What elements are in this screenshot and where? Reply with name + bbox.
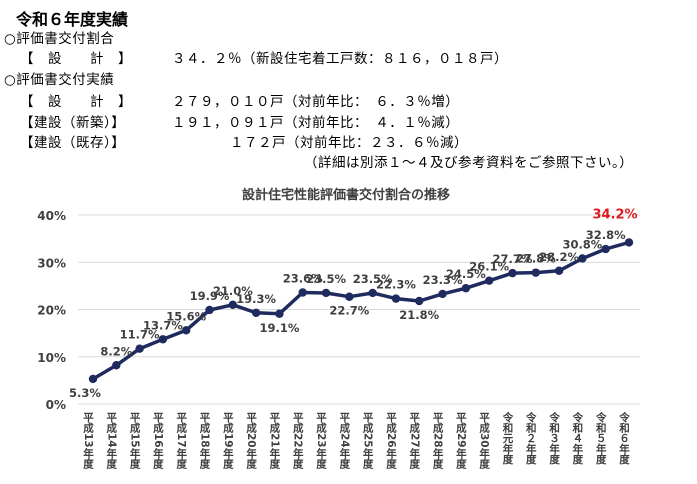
- rate-value: ３４．２％（新設住宅着工戸数：８１６，０１８戸）: [172, 51, 508, 67]
- data-label: 19.9%: [190, 289, 230, 303]
- data-point: [578, 254, 587, 263]
- data-label: 24.5%: [446, 267, 486, 281]
- x-tick-label: 平成13年度: [82, 412, 94, 469]
- data-point: [158, 335, 168, 344]
- data-label: 22.3%: [376, 278, 416, 292]
- x-tick-label: 平成28年度: [432, 412, 444, 469]
- data-point: [345, 292, 354, 301]
- x-tick-label: 平成22年度: [292, 412, 304, 469]
- result-label-design: 【 設 計 】: [20, 94, 132, 110]
- x-tick-label: 平成14年度: [105, 412, 117, 469]
- data-point: [484, 276, 494, 285]
- data-label: 32.8%: [586, 228, 626, 242]
- data-point: [438, 289, 447, 299]
- data-point: [461, 284, 471, 293]
- data-point: [321, 288, 331, 298]
- result-label-existing: 【建設（既存）】: [20, 135, 126, 151]
- data-label: 22.7%: [329, 304, 369, 318]
- data-point: [251, 308, 261, 318]
- data-label: 23.5%: [353, 272, 393, 286]
- data-label: 13.7%: [143, 318, 183, 332]
- x-tick-label: 平成24年度: [338, 412, 350, 469]
- details-note: （詳細は別添１～４及び参考資料をご参照下さい。）: [304, 155, 634, 171]
- data-label: 8.2%: [100, 344, 132, 358]
- data-point: [275, 309, 284, 318]
- chart-title: 設計住宅性能評価書交付割合の推移: [242, 187, 450, 203]
- x-tick-label: 平成21年度: [268, 412, 280, 469]
- data-point: [205, 305, 214, 315]
- data-point: [554, 266, 564, 275]
- x-tick-label: 平成25年度: [362, 412, 374, 469]
- x-tick-label: 平成30年度: [478, 412, 490, 469]
- x-tick-label: 平成16年度: [152, 412, 164, 469]
- x-tick-label: 令和３年度: [548, 411, 560, 465]
- y-tick-label: 0%: [46, 398, 66, 412]
- x-tick-label: 平成17年度: [175, 412, 187, 469]
- x-tick-label: 令和４年度: [571, 411, 583, 465]
- data-point: [531, 268, 540, 277]
- data-point: [508, 268, 517, 278]
- data-point: [298, 288, 307, 297]
- x-tick-label: 平成23年度: [315, 412, 327, 469]
- series-points: [88, 238, 634, 384]
- data-point: [415, 296, 424, 306]
- data-point: [182, 326, 191, 335]
- rate-section-title: ○評価書交付割合: [4, 31, 115, 47]
- x-tick-label: 平成18年度: [199, 412, 211, 469]
- x-axis: 平成13年度 平成14年度 平成15年度 平成16年度 平成17年度 平成18年度 平成19…: [82, 411, 630, 469]
- x-tick-label: 令和６年度: [618, 411, 630, 465]
- data-label: 27.8%: [516, 252, 556, 266]
- result-value-design: ２７９，０１０戸（対前年比： ６．３％増）: [172, 94, 460, 110]
- data-label: 21.0%: [213, 284, 253, 298]
- data-label: 27.7%: [493, 252, 533, 266]
- data-label: 23.3%: [423, 273, 463, 287]
- data-label: 5.3%: [69, 386, 101, 400]
- x-tick-label: 平成27年度: [408, 412, 420, 469]
- data-label: 28.2%: [539, 250, 579, 264]
- data-point: [391, 294, 401, 303]
- x-tick-label: 平成15年度: [129, 412, 141, 469]
- data-label: 26.1%: [469, 260, 509, 274]
- data-point: [601, 244, 610, 254]
- data-point: [112, 361, 121, 370]
- result-label-new-build: 【建設（新築）】: [20, 115, 126, 131]
- data-label: 23.6%: [283, 271, 323, 285]
- data-label: 11.7%: [120, 328, 160, 342]
- result-value-existing: １７２戸（対前年比：２３．６％減）: [230, 135, 468, 151]
- data-point: [368, 288, 377, 298]
- x-tick-label: 平成29年度: [455, 412, 467, 469]
- x-tick-label: 令和２年度: [525, 411, 537, 465]
- data-point: [135, 344, 144, 353]
- data-point: [228, 300, 238, 309]
- x-tick-label: 平成26年度: [385, 412, 397, 469]
- x-tick-label: 令和元年度: [501, 411, 513, 465]
- data-label-highlight: 34.2%: [592, 207, 637, 222]
- data-label: 21.8%: [399, 308, 439, 322]
- y-tick-label: 40%: [37, 209, 66, 223]
- results-section-title: ○評価書交付実績: [4, 72, 115, 88]
- data-label: 19.1%: [259, 321, 299, 335]
- y-tick-label: 20%: [37, 304, 66, 318]
- x-tick-label: 令和５年度: [595, 411, 607, 465]
- y-tick-label: 10%: [37, 351, 66, 365]
- y-tick-label: 30%: [37, 256, 66, 270]
- rate-label: 【 設 計 】: [20, 51, 132, 67]
- chart-gridlines: [78, 214, 640, 405]
- result-value-new-build: １９１，０９１戸（対前年比： ４．１％減）: [172, 115, 460, 131]
- data-label: 15.6%: [166, 309, 206, 323]
- data-point: [88, 374, 98, 384]
- x-tick-label: 平成20年度: [245, 412, 257, 469]
- data-label: 19.3%: [236, 292, 276, 306]
- data-point: [624, 238, 634, 247]
- page-title: 令和６年度実績: [16, 10, 129, 29]
- data-label: 30.8%: [562, 237, 602, 251]
- y-axis: 0% 10% 20% 30% 40%: [37, 209, 66, 412]
- x-tick-label: 平成19年度: [222, 412, 234, 469]
- data-label: 23.5%: [306, 272, 346, 286]
- data-labels: 5.3% 8.2% 11.7%13.7%15.6% 19.9%21.0%19.3% 19…: [69, 207, 638, 400]
